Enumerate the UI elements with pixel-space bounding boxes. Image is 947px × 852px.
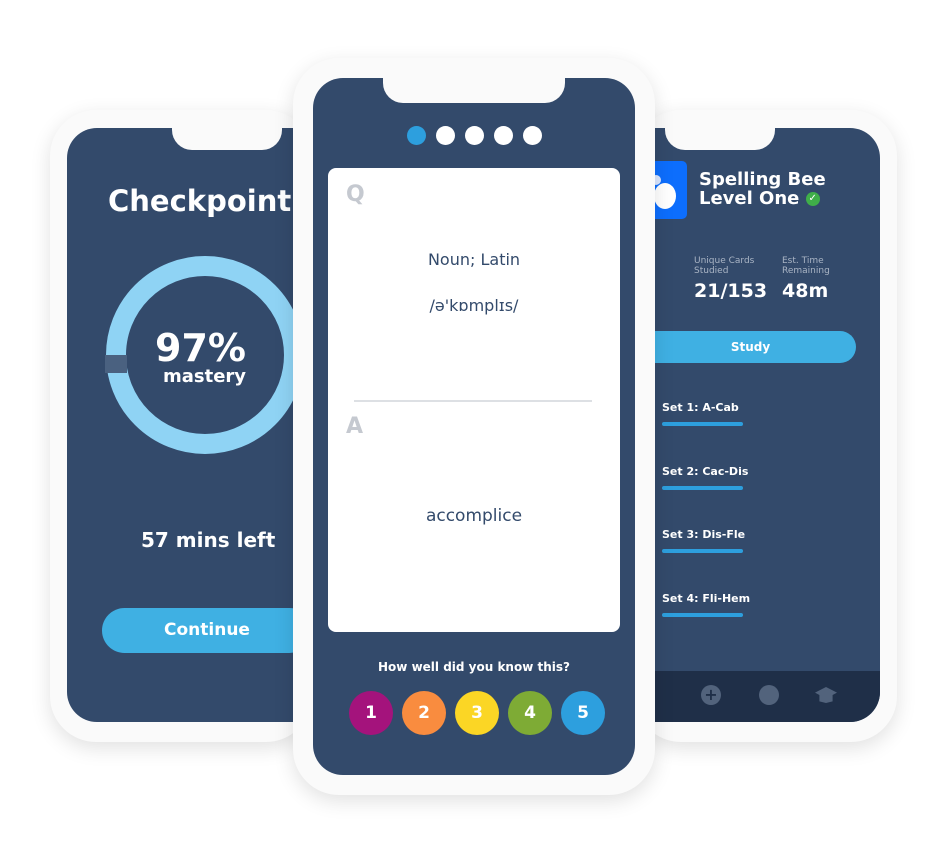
pagination-dot[interactable] xyxy=(436,126,455,145)
flashcard-screen: Q Noun; Latin /ə'kɒmplɪs/ A accomplice H… xyxy=(313,78,635,775)
course-screen: Spelling Bee Level One ✓ ery 6 Unique Ca… xyxy=(635,128,880,722)
flashcard[interactable]: Q Noun; Latin /ə'kɒmplɪs/ A accomplice xyxy=(328,168,620,632)
rating-button-1[interactable]: 1 xyxy=(349,691,393,735)
rating-label: 3 xyxy=(471,703,483,723)
rating-button-2[interactable]: 2 xyxy=(402,691,446,735)
pagination-dot[interactable] xyxy=(523,126,542,145)
set-progress-bar xyxy=(662,549,743,553)
answer-label: A xyxy=(346,414,364,439)
answer: accomplice xyxy=(425,506,523,526)
notch xyxy=(172,128,282,150)
mastery-percent: 97% xyxy=(155,326,246,370)
stat-value: 21/153 xyxy=(694,280,768,302)
title-line1: Spelling Bee xyxy=(699,169,826,190)
stat-est-time: Est. Time Remaining 48m xyxy=(782,256,830,302)
set-item[interactable]: Set 1: A-Cab xyxy=(662,401,743,426)
continue-label: Continue xyxy=(164,620,250,640)
compass-icon[interactable] xyxy=(759,685,779,705)
study-label: Study xyxy=(730,340,771,354)
stat-value: 48m xyxy=(782,280,829,302)
stat-unique-cards: Unique Cards Studied 21/153 xyxy=(694,256,767,302)
rating-label: 1 xyxy=(365,703,377,723)
rating-button-5[interactable]: 5 xyxy=(561,691,605,735)
set-progress-bar xyxy=(662,485,743,490)
set-item[interactable]: Set 4: Fli-Hem xyxy=(662,592,750,617)
pagination-dot[interactable] xyxy=(494,126,513,145)
divider xyxy=(354,400,592,402)
check-circle-icon: ✓ xyxy=(805,192,820,206)
rating-label: 2 xyxy=(418,703,430,723)
set-item[interactable]: Set 2: Cac-Dis xyxy=(662,465,748,490)
set-label: Set 3: Dis-Fle xyxy=(662,528,746,541)
pagination-dot[interactable] xyxy=(407,126,426,145)
pagination-dots xyxy=(407,126,542,145)
time-left: 57 mins left xyxy=(141,528,276,552)
title-line2: Level One xyxy=(699,188,800,209)
set-progress-bar xyxy=(662,612,743,617)
question-label: Q xyxy=(346,182,365,207)
graduation-cap-icon[interactable] xyxy=(815,687,837,703)
rating-prompt: How well did you know this? xyxy=(378,660,570,674)
right-phone: Spelling Bee Level One ✓ ery 6 Unique Ca… xyxy=(635,110,897,742)
center-phone: Q Noun; Latin /ə'kɒmplɪs/ A accomplice H… xyxy=(293,58,655,795)
left-phone: Checkpoint 97% mastery 57 mins left Cont… xyxy=(50,110,327,742)
set-progress-bar xyxy=(662,422,743,426)
bottom-nav: + xyxy=(635,671,880,722)
rating-buttons: 1 2 3 4 5 xyxy=(349,691,605,735)
rating-button-3[interactable]: 3 xyxy=(455,691,499,735)
set-label: Set 2: Cac-Dis xyxy=(662,464,749,478)
pagination-dot[interactable] xyxy=(465,126,484,145)
set-label: Set 4: Fli-Hem xyxy=(662,591,751,605)
plus-circle-icon[interactable]: + xyxy=(701,685,721,705)
page-title: Checkpoint xyxy=(108,184,292,218)
rating-label: 4 xyxy=(524,703,536,723)
set-label: Set 1: A-Cab xyxy=(662,401,739,414)
part-of-speech: Noun; Latin xyxy=(427,250,521,269)
stat-label: Est. Time xyxy=(782,256,824,266)
pronunciation: /ə'kɒmplɪs/ xyxy=(429,296,519,315)
rating-button-4[interactable]: 4 xyxy=(508,691,552,735)
continue-button[interactable]: Continue xyxy=(102,608,312,653)
stat-label: Unique Cards xyxy=(694,256,755,266)
rating-label: 5 xyxy=(577,703,589,723)
stat-label: Studied xyxy=(694,266,729,276)
ring-gap xyxy=(105,355,127,373)
study-button[interactable]: Study xyxy=(635,331,856,363)
notch xyxy=(383,78,565,103)
notch xyxy=(665,128,775,150)
mastery-label: mastery xyxy=(163,366,247,387)
checkpoint-screen: Checkpoint 97% mastery 57 mins left Cont… xyxy=(67,128,327,722)
set-item[interactable]: Set 3: Dis-Fle xyxy=(662,528,745,553)
course-title: Spelling Bee Level One ✓ xyxy=(699,170,826,208)
stat-label: Remaining xyxy=(782,266,830,276)
